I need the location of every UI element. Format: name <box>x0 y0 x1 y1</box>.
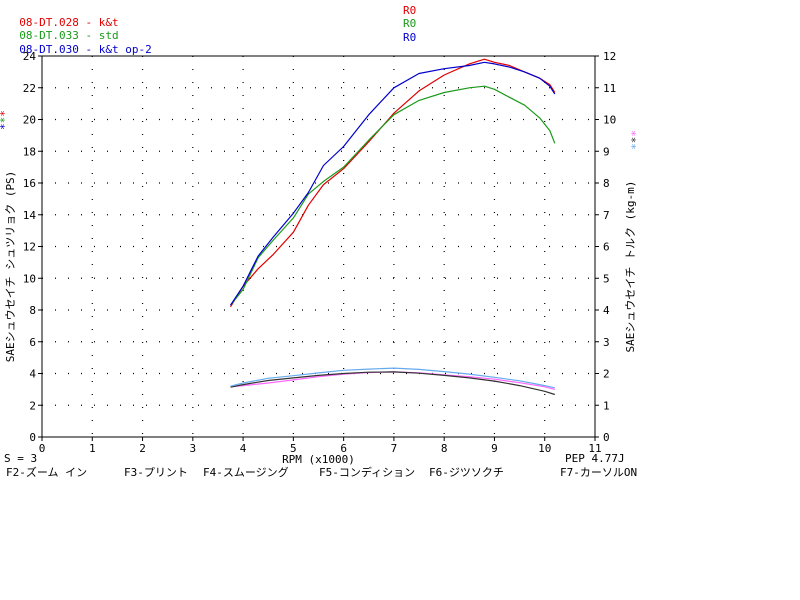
series-marker-right: * <box>625 143 638 150</box>
y-left-tick-label: 16 <box>23 177 36 190</box>
y-left-tick-label: 6 <box>29 336 36 349</box>
legend-sep-3: - <box>78 43 99 56</box>
x-tick-label: 10 <box>538 442 551 455</box>
power-series-line <box>230 85 556 306</box>
key-cursor-on[interactable]: F7-カーソルON <box>560 466 638 479</box>
pep-value: PEP 4.77J <box>565 452 625 465</box>
y-left-tick-label: 8 <box>29 304 36 317</box>
legend-desc-2: std <box>98 29 119 42</box>
y-right-tick-label: 8 <box>603 177 610 190</box>
x-tick-label: 0 <box>39 442 46 455</box>
legend-row-2: 08-DT.033 - std <box>6 18 119 42</box>
y-right-tick-label: 6 <box>603 241 610 254</box>
legend-desc-1: k&t <box>98 16 119 29</box>
key-print[interactable]: F3-プリント <box>124 466 188 479</box>
legend-row-3: 08-DT.030 - k&t op-2 <box>6 32 152 56</box>
y-left-tick-label: 24 <box>23 50 37 63</box>
series-marker-right: * <box>625 137 638 144</box>
y-right-tick-label: 0 <box>603 431 610 444</box>
y-left-tick-label: 20 <box>23 114 36 127</box>
legend-sep-1: - <box>78 16 99 29</box>
y-right-tick-label: 5 <box>603 272 610 285</box>
power-series-line <box>229 61 556 306</box>
legend-file-1: 08-DT.028 <box>19 16 79 29</box>
key-condition[interactable]: F5-コンディション <box>319 466 416 479</box>
x-tick-label: 7 <box>391 442 398 455</box>
x-tick-label: 1 <box>89 442 96 455</box>
legend-code-2: R0 <box>403 17 417 30</box>
x-axis-label: RPM (x1000) <box>282 453 355 466</box>
x-tick-label: 2 <box>139 442 146 455</box>
x-tick-label: 4 <box>240 442 247 455</box>
key-measured[interactable]: F6-ジツソクチ <box>429 466 504 479</box>
y-right-tick-label: 10 <box>603 114 616 127</box>
x-tick-label: 3 <box>190 442 197 455</box>
x-tick-label: 5 <box>290 442 297 455</box>
series-marker-left: * <box>0 117 11 124</box>
legend-file-2: 08-DT.033 <box>19 29 79 42</box>
series-marker-left: * <box>0 123 11 130</box>
y-right-tick-label: 3 <box>603 336 610 349</box>
key-smoothing[interactable]: F4-スムージング <box>203 466 289 479</box>
s-value: S = 3 <box>4 452 38 465</box>
series-marker-left: * <box>0 110 11 117</box>
y-right-tick-label: 4 <box>603 304 610 317</box>
right-axis-series-markers: *** <box>625 130 638 150</box>
y-left-tick-label: 22 <box>23 82 36 95</box>
y-left-tick-label: 4 <box>29 368 36 381</box>
torque-series-line <box>230 371 555 396</box>
y-right-tick-label: 7 <box>603 209 610 222</box>
legend-code-3: R0 <box>403 31 417 44</box>
y-left-tick-label: 18 <box>23 145 36 158</box>
legend-file-3: 08-DT.030 <box>19 43 79 56</box>
power-series-line <box>229 58 556 308</box>
x-tick-label: 8 <box>441 442 448 455</box>
y-right-axis-label: SAEシュウセイチ トルク (kg-m) <box>624 181 637 353</box>
y-left-tick-label: 10 <box>23 272 36 285</box>
y-left-axis-label: SAEシュウセイチ シュツリョク (PS) <box>4 171 17 363</box>
left-axis-series-markers: *** <box>0 110 11 130</box>
y-right-tick-label: 12 <box>603 50 616 63</box>
y-left-tick-label: 0 <box>29 431 36 444</box>
x-tick-label: 6 <box>340 442 347 455</box>
torque-series-line <box>230 371 555 390</box>
key-zoom-in[interactable]: F2-ズーム イン <box>6 466 88 479</box>
y-left-tick-label: 2 <box>29 399 36 412</box>
torque-series-line <box>230 367 555 389</box>
x-tick-label: 9 <box>491 442 498 455</box>
y-right-tick-label: 1 <box>603 399 610 412</box>
legend-row-1: 08-DT.028 - k&t <box>6 5 119 29</box>
legend-desc-3: k&t op-2 <box>98 43 152 56</box>
y-right-tick-label: 11 <box>603 82 616 95</box>
series-marker-right: * <box>625 130 638 137</box>
legend-sep-2: - <box>78 29 99 42</box>
y-left-tick-label: 12 <box>23 241 36 254</box>
x-tick-label: 11 <box>588 442 601 455</box>
y-right-tick-label: 9 <box>603 145 610 158</box>
legend-code-1: R0 <box>403 4 417 17</box>
y-right-tick-label: 2 <box>603 368 610 381</box>
y-left-tick-label: 14 <box>23 209 37 222</box>
